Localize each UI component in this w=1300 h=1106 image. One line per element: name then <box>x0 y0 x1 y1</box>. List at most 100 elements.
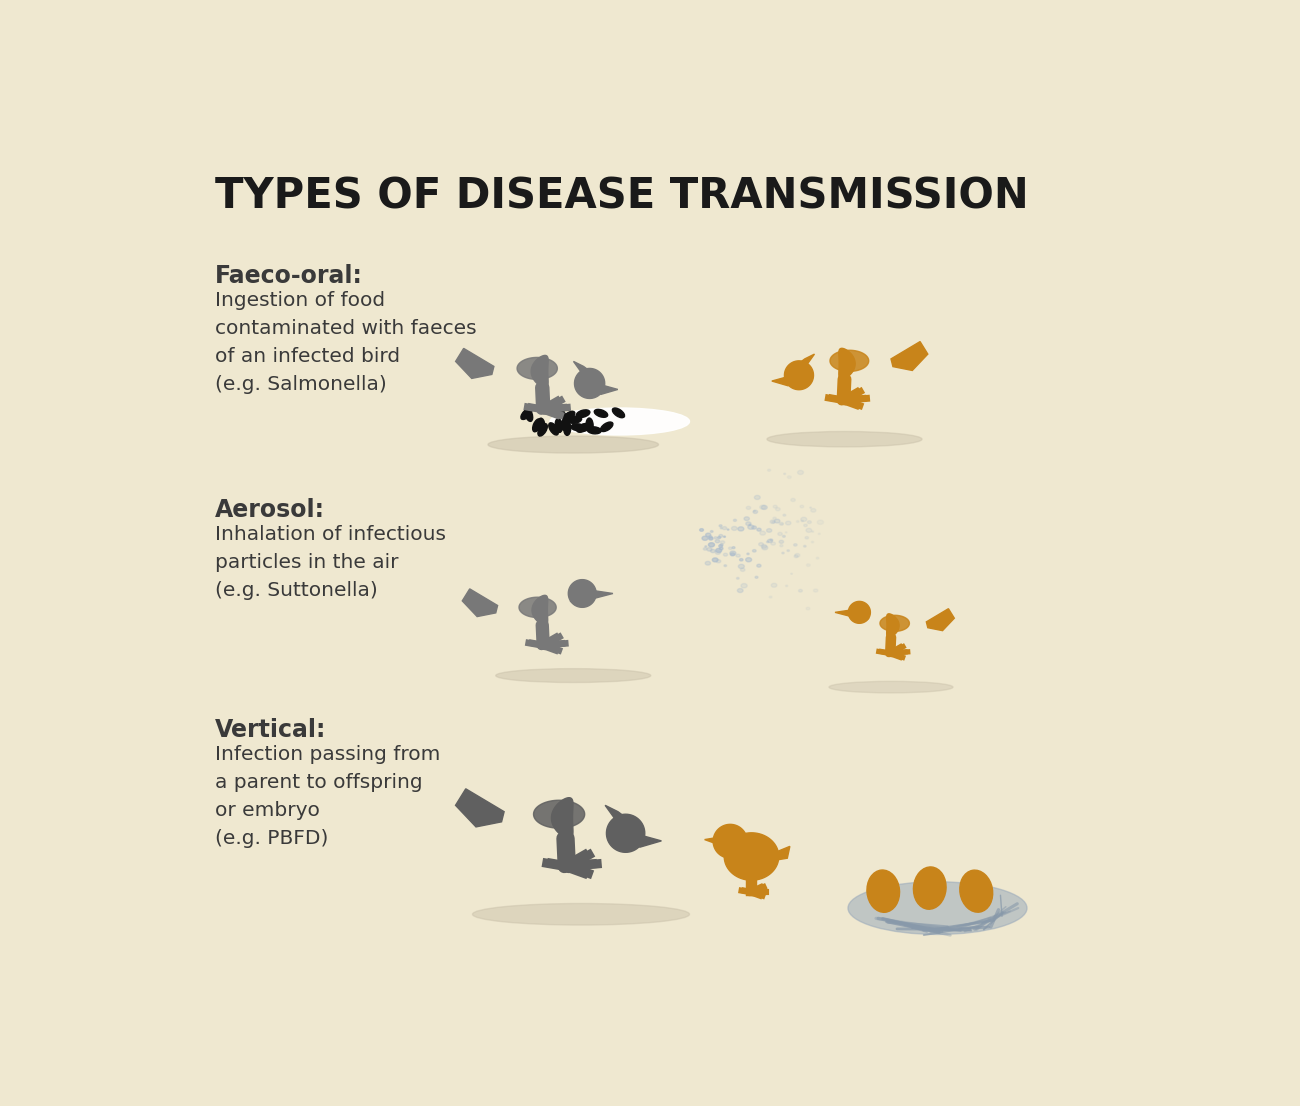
Ellipse shape <box>719 544 723 547</box>
Ellipse shape <box>757 529 760 531</box>
Ellipse shape <box>702 536 708 541</box>
Ellipse shape <box>495 669 651 682</box>
Polygon shape <box>455 348 494 378</box>
Ellipse shape <box>811 541 814 543</box>
Ellipse shape <box>777 532 783 535</box>
Ellipse shape <box>785 532 786 533</box>
Polygon shape <box>887 614 900 637</box>
Ellipse shape <box>586 418 593 431</box>
Ellipse shape <box>774 505 777 508</box>
Ellipse shape <box>723 553 728 556</box>
Polygon shape <box>724 833 779 880</box>
Ellipse shape <box>563 411 575 421</box>
Ellipse shape <box>762 505 767 510</box>
Polygon shape <box>532 595 547 625</box>
Ellipse shape <box>781 552 784 554</box>
Ellipse shape <box>746 557 751 562</box>
Polygon shape <box>638 835 662 847</box>
Ellipse shape <box>753 510 758 513</box>
Ellipse shape <box>719 547 723 550</box>
Ellipse shape <box>771 542 775 545</box>
Ellipse shape <box>705 562 711 565</box>
Ellipse shape <box>803 545 806 547</box>
Ellipse shape <box>818 520 823 524</box>
Ellipse shape <box>774 518 776 520</box>
Ellipse shape <box>556 421 568 430</box>
Ellipse shape <box>751 526 757 529</box>
Polygon shape <box>594 591 612 598</box>
Ellipse shape <box>571 424 585 431</box>
Ellipse shape <box>727 529 729 530</box>
Ellipse shape <box>754 511 755 512</box>
Ellipse shape <box>959 870 993 912</box>
Polygon shape <box>725 848 738 856</box>
Ellipse shape <box>737 577 740 580</box>
Ellipse shape <box>798 470 803 474</box>
Ellipse shape <box>767 540 772 543</box>
Ellipse shape <box>728 547 732 550</box>
Ellipse shape <box>714 536 718 539</box>
Ellipse shape <box>555 407 566 419</box>
Ellipse shape <box>806 607 810 609</box>
Polygon shape <box>551 797 573 838</box>
Ellipse shape <box>790 499 796 501</box>
Ellipse shape <box>759 531 766 535</box>
Ellipse shape <box>749 524 750 525</box>
Ellipse shape <box>550 408 689 435</box>
Ellipse shape <box>707 547 712 551</box>
Ellipse shape <box>601 422 612 431</box>
Ellipse shape <box>715 540 720 543</box>
Ellipse shape <box>814 589 818 592</box>
Polygon shape <box>455 789 504 827</box>
Ellipse shape <box>711 550 715 553</box>
Polygon shape <box>793 354 815 367</box>
Ellipse shape <box>770 520 775 523</box>
Polygon shape <box>573 362 595 375</box>
Ellipse shape <box>788 476 792 479</box>
Ellipse shape <box>699 529 703 531</box>
Ellipse shape <box>762 544 767 549</box>
Ellipse shape <box>741 584 747 588</box>
Ellipse shape <box>746 507 750 510</box>
Ellipse shape <box>538 424 547 436</box>
Polygon shape <box>599 385 618 395</box>
Ellipse shape <box>801 520 803 522</box>
Ellipse shape <box>816 557 819 560</box>
Ellipse shape <box>612 408 624 418</box>
Ellipse shape <box>577 424 592 431</box>
Ellipse shape <box>801 518 807 521</box>
Polygon shape <box>604 805 633 823</box>
Ellipse shape <box>780 523 783 525</box>
Ellipse shape <box>720 544 723 546</box>
Ellipse shape <box>588 427 601 434</box>
Ellipse shape <box>807 521 811 523</box>
Ellipse shape <box>779 540 784 543</box>
Polygon shape <box>784 361 814 389</box>
Ellipse shape <box>783 514 785 517</box>
Ellipse shape <box>798 589 802 592</box>
Ellipse shape <box>740 559 744 561</box>
Ellipse shape <box>747 553 749 554</box>
Ellipse shape <box>538 418 545 432</box>
Ellipse shape <box>767 431 922 447</box>
Ellipse shape <box>729 551 736 555</box>
Ellipse shape <box>785 585 788 586</box>
Polygon shape <box>571 599 586 605</box>
Ellipse shape <box>914 867 946 909</box>
Ellipse shape <box>732 546 734 549</box>
Polygon shape <box>606 814 645 853</box>
Ellipse shape <box>744 517 749 521</box>
Ellipse shape <box>724 536 725 538</box>
Ellipse shape <box>797 521 800 522</box>
Polygon shape <box>838 348 855 379</box>
Ellipse shape <box>718 536 720 539</box>
Ellipse shape <box>710 531 714 532</box>
Ellipse shape <box>829 681 953 692</box>
Ellipse shape <box>757 564 760 567</box>
Polygon shape <box>568 580 597 607</box>
Ellipse shape <box>738 564 745 568</box>
Polygon shape <box>891 342 928 371</box>
Ellipse shape <box>521 408 532 419</box>
Ellipse shape <box>772 521 775 523</box>
Ellipse shape <box>525 408 533 421</box>
